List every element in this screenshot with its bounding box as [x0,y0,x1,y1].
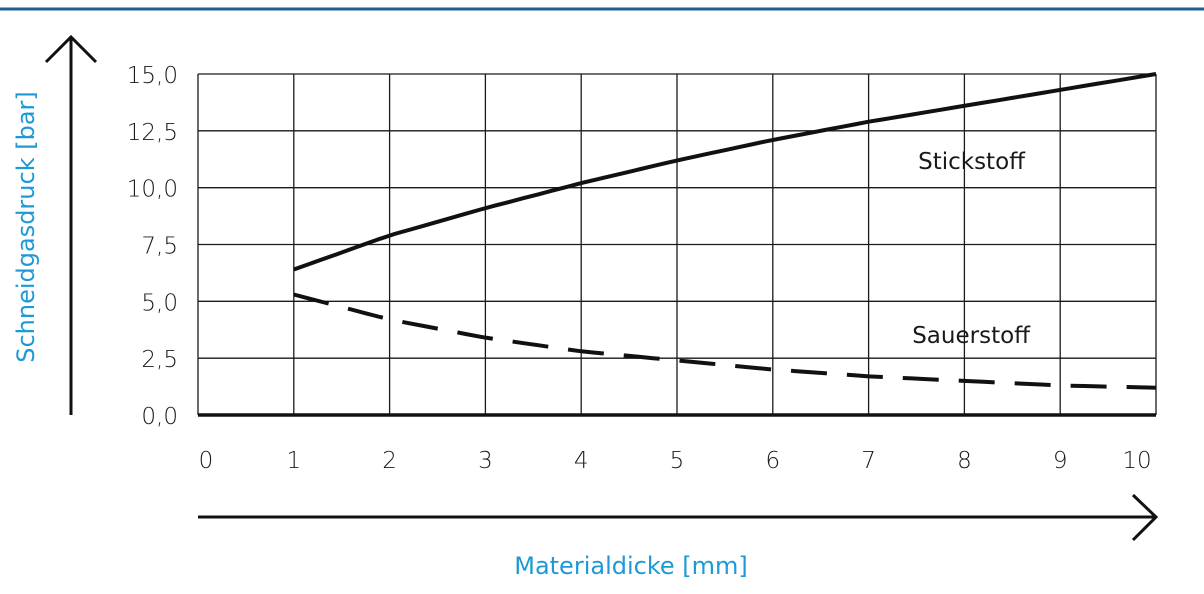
y-axis-label: Schneidgasdruck [bar] [12,91,40,363]
x-tick-label: 8 [957,448,972,474]
x-tick-label: 7 [861,448,876,474]
grid [197,73,1157,417]
y-tick-label: 10,0 [127,177,178,203]
y-tick-label: 7,5 [141,234,178,260]
series-labels: Stickstoff Sauerstoff [912,149,1031,349]
y-tick-label: 2,5 [141,347,178,373]
x-tick-label: 10 [1122,448,1151,474]
x-tick-label: 5 [670,448,685,474]
x-axis-label: Materialdicke [mm] [514,552,748,580]
x-axis-arrow [198,493,1159,542]
x-tick-label: 3 [478,448,493,474]
x-tick-label: 9 [1053,448,1068,474]
y-tick-label: 15,0 [127,63,178,89]
x-tick-label: 0 [199,448,214,474]
x-tick-label: 6 [765,448,780,474]
y-tick-label: 5,0 [141,290,178,316]
series-line-stickstoff [293,72,1157,272]
series-line-sauerstoff [293,292,1157,390]
x-tick-label: 1 [286,448,301,474]
x-tick-label: 4 [574,448,589,474]
y-tick-label: 0,0 [141,404,178,430]
y-axis-arrow [44,34,98,415]
y-tick-label: 12,5 [127,120,178,146]
x-tick-label: 2 [382,448,397,474]
series [293,72,1157,390]
series-label-sauerstoff: Sauerstoff [912,323,1031,349]
series-label-stickstoff: Stickstoff [918,149,1026,175]
ticks: 0,0 2,5 5,0 7,5 10,0 12,5 15,0 0 1 2 3 4 5 6 7 8 9 10 [127,63,1152,474]
